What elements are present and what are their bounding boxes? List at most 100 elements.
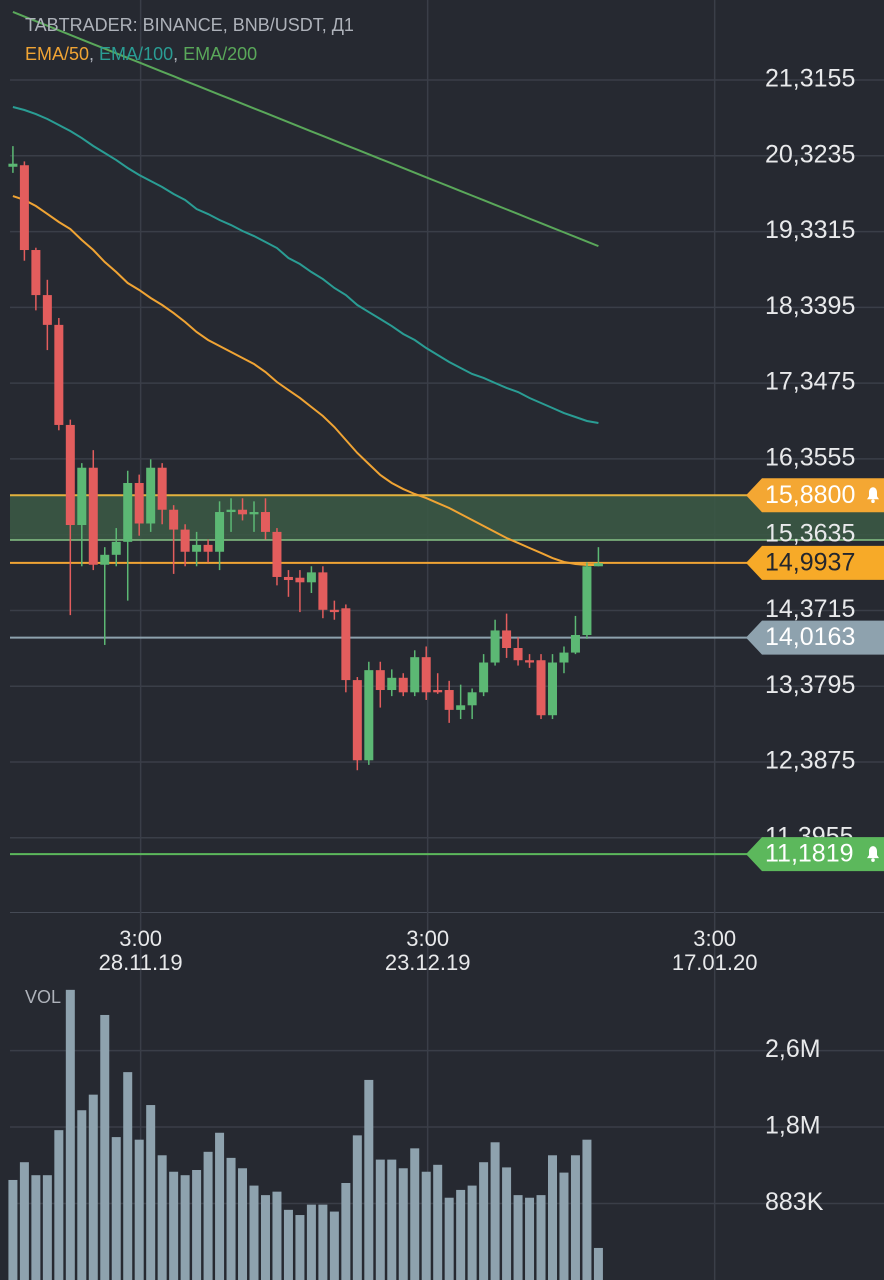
y-tick-label: 15,3635 — [765, 519, 855, 547]
y-tick-label: 18,3395 — [765, 292, 855, 320]
candle — [559, 646, 569, 674]
candle-body — [490, 630, 500, 663]
candle-body — [329, 609, 339, 613]
candle-body — [559, 652, 569, 663]
volume-bar — [341, 1182, 351, 1280]
y-tick-label: 13,3795 — [765, 671, 855, 699]
chart-title: TABTRADER: BINANCE, BNB/USDT, Д1 — [25, 15, 354, 35]
candle — [456, 684, 466, 720]
candle — [593, 547, 603, 567]
candle-body — [8, 163, 18, 167]
candle — [8, 146, 18, 173]
volume-bar — [146, 1105, 156, 1280]
price-badge — [746, 478, 884, 513]
candle-body — [387, 677, 397, 691]
candle-body — [100, 554, 110, 565]
ema-line — [12, 11, 599, 248]
candle-body — [410, 657, 420, 693]
legend-entry: EMA/200 — [183, 44, 257, 64]
volume-bar — [111, 1137, 121, 1280]
volume-bar — [203, 1151, 213, 1280]
y-tick-label: 21,3155 — [765, 65, 855, 93]
candle — [375, 661, 385, 708]
candle-body — [134, 483, 144, 524]
price-badge — [746, 837, 884, 872]
candle — [548, 654, 557, 720]
candle-body — [31, 250, 41, 296]
price-badge-label: 14,0163 — [765, 623, 855, 651]
y-tick-label: 2,6M — [765, 1035, 821, 1063]
volume-bar — [215, 1132, 225, 1280]
y-tick-label: 17,3475 — [765, 368, 855, 396]
volume-bar — [54, 1130, 64, 1280]
candle-body — [272, 531, 282, 577]
alert-bell — [867, 487, 879, 504]
candle — [123, 470, 133, 601]
candle — [272, 528, 282, 586]
candle-body — [525, 660, 535, 663]
price-badge — [746, 620, 884, 655]
candle-body — [421, 657, 431, 693]
candle-body — [548, 662, 557, 716]
candle — [260, 498, 270, 540]
candle-body — [146, 467, 156, 524]
candle — [19, 161, 29, 261]
candle-body — [215, 512, 225, 552]
candle-body — [536, 660, 546, 716]
volume-bar — [433, 1164, 443, 1280]
candle — [54, 318, 64, 431]
candle — [513, 637, 523, 666]
candle — [31, 247, 41, 311]
legend: EMA/50, EMA/100, EMA/200 — [25, 44, 257, 64]
y-tick-label: 14,3715 — [765, 595, 855, 623]
candle — [525, 654, 535, 668]
candle — [238, 498, 248, 521]
candle-body — [318, 572, 328, 610]
candle-body — [433, 690, 443, 693]
volume-bar — [570, 1155, 580, 1280]
candle-body — [260, 512, 270, 532]
candle — [111, 528, 121, 567]
volume-bar — [410, 1148, 420, 1280]
price-badge-label: 11,1819 — [765, 840, 854, 868]
candle — [410, 650, 420, 697]
candle — [352, 677, 362, 771]
ema-line — [12, 195, 599, 566]
candle — [192, 531, 202, 567]
volume-bar — [502, 1167, 512, 1280]
volume-bar — [295, 1215, 305, 1280]
bell-body — [867, 487, 879, 500]
x-tick-time: 3:00 — [693, 926, 736, 951]
volume-bar — [77, 1110, 87, 1280]
volume-bar — [272, 1191, 282, 1280]
candle-body — [295, 577, 305, 583]
candle — [570, 615, 580, 655]
candle-body — [88, 467, 98, 565]
volume-bar — [364, 1079, 374, 1280]
candle-body — [467, 692, 477, 706]
volume-bar — [467, 1185, 477, 1280]
y-tick-label: 19,3315 — [765, 216, 855, 244]
price-badge-label: 14,9937 — [765, 549, 855, 577]
candle — [364, 661, 374, 765]
legend-entry: EMA/50 — [25, 44, 89, 64]
candle — [582, 562, 592, 639]
labels-layer: 21,3155 20,3235 19,3315 18,3395 17,3475 16,35… — [25, 65, 855, 1217]
candle-body — [283, 576, 293, 581]
candle — [203, 539, 213, 563]
volume-bar — [318, 1204, 328, 1280]
candle-body — [306, 572, 316, 583]
volume-bar — [398, 1168, 408, 1280]
candle-body — [502, 630, 512, 649]
candle-body — [111, 541, 121, 555]
candle — [169, 505, 179, 574]
volume-bar — [375, 1159, 385, 1280]
candle-body — [77, 467, 87, 526]
candle — [444, 680, 454, 723]
candle — [421, 646, 431, 700]
candle — [387, 669, 397, 697]
legend-separator: , — [173, 44, 183, 64]
